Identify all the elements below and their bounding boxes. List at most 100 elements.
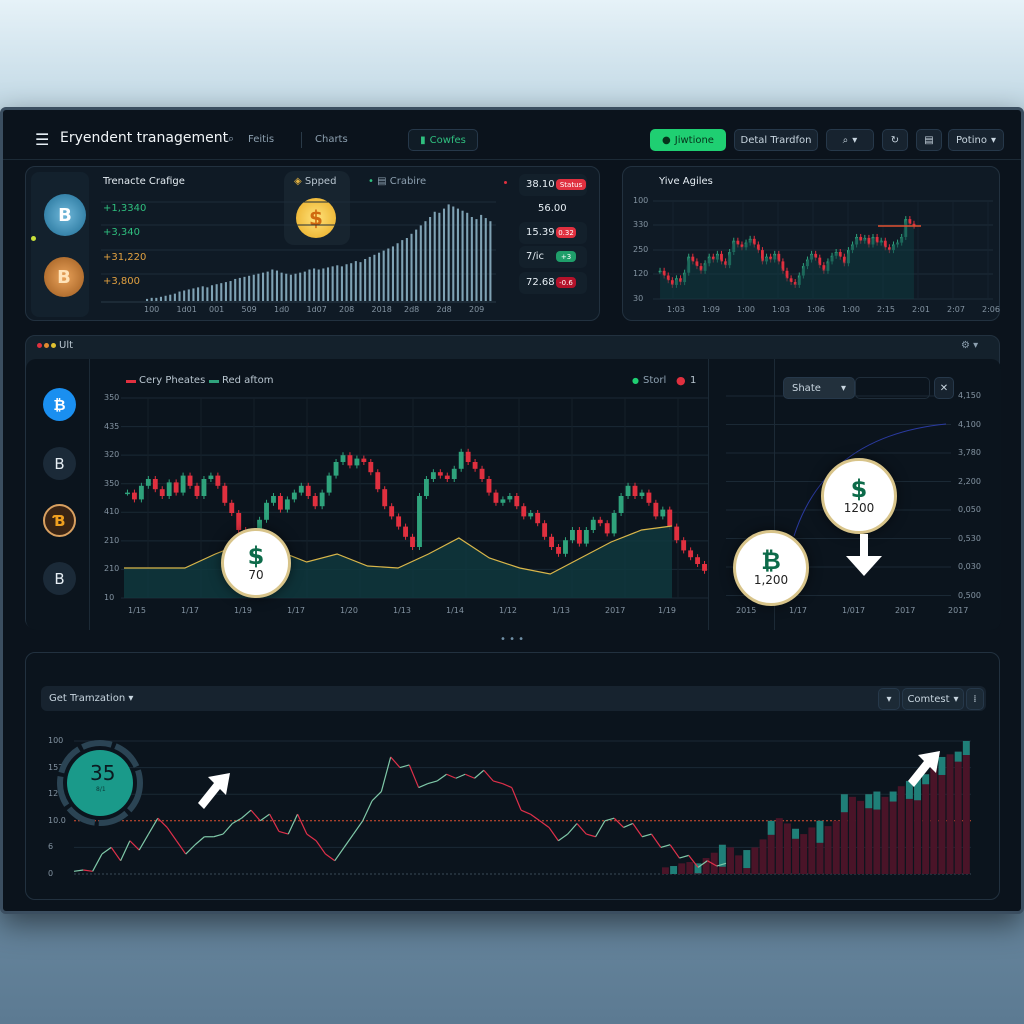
bitcoin-blue-coin-icon[interactable]: B xyxy=(44,194,86,236)
volume-bar xyxy=(183,290,186,301)
mid-candle xyxy=(430,472,436,479)
mid-candle xyxy=(215,475,221,486)
close-button[interactable]: ✕ xyxy=(934,377,954,399)
x-tick: 1/15 xyxy=(128,606,146,615)
y-tick: 210 xyxy=(104,535,120,545)
shate-dropdown[interactable]: Shate ▾ xyxy=(783,377,855,399)
price-segment xyxy=(446,773,457,779)
price-segment xyxy=(604,817,615,822)
mid-candle xyxy=(507,496,513,500)
tr-candle xyxy=(859,236,863,241)
coin-b2-icon[interactable]: B xyxy=(43,562,76,595)
volume-bar-cap xyxy=(954,751,962,762)
tr-candle xyxy=(720,253,723,262)
price-segment xyxy=(101,846,112,855)
price-segment xyxy=(213,833,224,838)
price-segment xyxy=(110,847,122,862)
volume-bar xyxy=(345,264,348,301)
panel-menu-icon[interactable]: ⚙ ▾ xyxy=(961,340,979,351)
lock-icon: ▮ xyxy=(420,134,426,146)
mid-candle xyxy=(465,451,471,462)
volume-bar xyxy=(262,272,265,301)
volume-bar xyxy=(962,741,970,874)
x-tick: 1:00 xyxy=(737,305,755,314)
mid-candle xyxy=(632,485,638,496)
coin-bronze-icon[interactable]: Ɓ xyxy=(43,504,76,537)
notes-button[interactable]: ▤ xyxy=(916,129,942,151)
price-segment xyxy=(362,800,373,822)
volume-bar xyxy=(229,281,232,301)
mid-candle xyxy=(695,557,701,564)
legend-label: Red aftom xyxy=(222,375,274,386)
tr-candle xyxy=(670,280,674,285)
x-tick: 1/13 xyxy=(393,606,411,615)
mid-candle xyxy=(194,485,200,496)
tr-candle xyxy=(740,244,744,248)
mid-candle xyxy=(305,485,311,496)
legend-swatch xyxy=(126,380,136,383)
price-segment xyxy=(185,844,196,855)
mid-candle xyxy=(458,451,464,469)
transaction-dropdown[interactable]: Get Tramzation ▾ xyxy=(49,693,134,704)
mid-candle xyxy=(590,519,596,530)
coin-b-icon[interactable]: B xyxy=(43,447,76,480)
drag-handle[interactable]: ⁞ xyxy=(966,688,984,710)
price-segment xyxy=(539,820,550,828)
price-segment xyxy=(623,822,634,829)
tab-cowfes[interactable]: ▮ Cowfes xyxy=(408,129,478,151)
mid-candle xyxy=(125,492,130,495)
volume-bar xyxy=(857,800,865,874)
active-button[interactable]: ● Jiwtione xyxy=(650,129,726,151)
y-tick: 350 xyxy=(104,478,120,488)
mid-candle xyxy=(312,496,318,507)
value-input[interactable] xyxy=(855,377,930,399)
price-segment xyxy=(380,756,392,792)
gauge xyxy=(57,740,143,826)
mid-candle xyxy=(229,502,235,513)
tr-candle xyxy=(769,256,773,260)
legend-label: • ▤ Crabire xyxy=(368,176,427,187)
volume-bar xyxy=(201,286,204,301)
tr-candle xyxy=(760,250,764,262)
volume-bar xyxy=(410,233,413,301)
x-tick: 1/14 xyxy=(446,606,464,615)
volume-bar xyxy=(150,297,153,301)
x-tick: 2:15 xyxy=(877,305,895,314)
x-tick: 1:06 xyxy=(807,305,825,314)
nav-charts[interactable]: Charts xyxy=(315,134,348,145)
volume-bar xyxy=(206,287,209,301)
detail-trading-button[interactable]: Detal Trardfon xyxy=(734,129,818,151)
volume-bar xyxy=(331,266,334,301)
window-max-dot[interactable] xyxy=(51,343,56,348)
quote-badge: 0.32 xyxy=(556,227,576,238)
window-close-dot[interactable] xyxy=(37,343,42,348)
y-tick: 6 xyxy=(48,842,54,852)
dollar-1200-badge[interactable]: $1200 xyxy=(821,458,897,534)
refresh-button[interactable]: ↻ xyxy=(882,129,908,151)
value-4: +3,800 xyxy=(103,276,141,287)
volume-bar-cap xyxy=(873,791,881,810)
comtest-dropdown[interactable]: Comtest ▾ xyxy=(902,688,964,710)
coin-btc-icon[interactable]: ₿ xyxy=(43,388,76,421)
profile-dropdown[interactable]: Potino ▾ xyxy=(948,129,1004,151)
collapse-button[interactable]: ▾ xyxy=(878,688,900,710)
bitcoin-bronze-coin-icon[interactable]: B xyxy=(44,257,84,297)
quote-badge: -0.6 xyxy=(556,277,576,288)
window-min-dot[interactable] xyxy=(44,343,49,348)
search-dropdown[interactable]: ⌕ ▾ xyxy=(826,129,874,151)
mid-candle xyxy=(173,482,179,493)
volume-bar xyxy=(210,285,214,301)
tr-candle xyxy=(793,282,797,285)
menu-icon[interactable]: ☰ xyxy=(35,130,50,149)
nav-feitis[interactable]: Feitis xyxy=(248,134,275,145)
mid-candle xyxy=(500,499,506,503)
search-icon[interactable]: ⌕ xyxy=(228,132,235,145)
quote-value: 72.68 xyxy=(526,277,555,288)
btc-1200-badge[interactable]: ₿ 1,200 xyxy=(733,530,809,606)
resize-handle[interactable]: • • • xyxy=(500,634,525,645)
dollar-price-badge[interactable]: $70 xyxy=(221,528,291,598)
price-segment xyxy=(306,833,317,842)
x-tick: 2d8 xyxy=(436,305,452,314)
price-segment xyxy=(138,833,150,851)
shield-icon: ◈ xyxy=(294,176,305,187)
